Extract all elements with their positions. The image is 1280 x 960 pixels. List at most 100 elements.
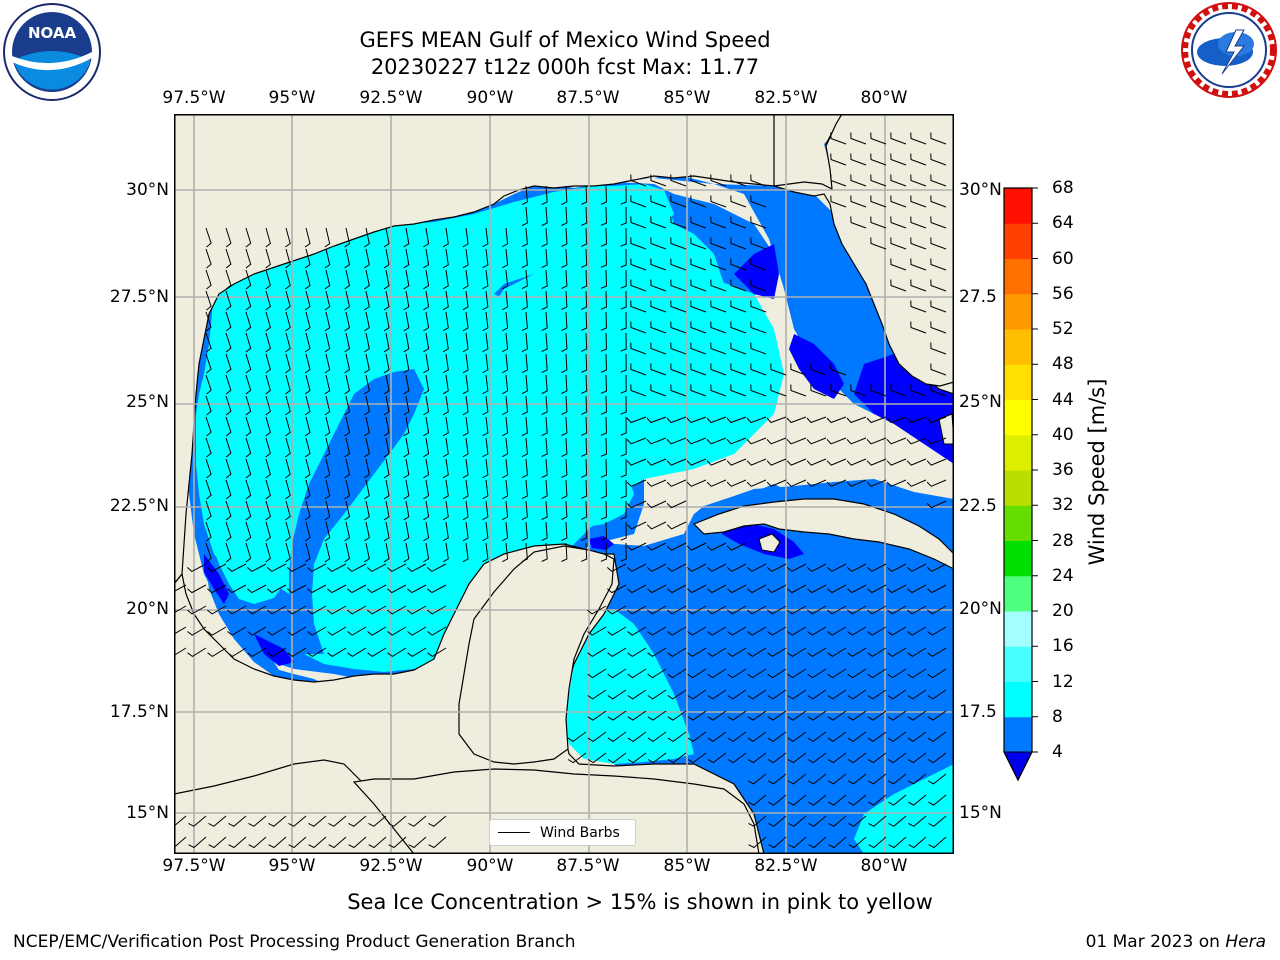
wind-barb — [423, 311, 430, 332]
wind-barb — [226, 563, 247, 573]
wind-barb — [383, 248, 390, 269]
wind-barb — [442, 521, 449, 542]
wind-barb — [790, 384, 807, 397]
wind-barb — [847, 668, 867, 679]
wind-barb — [890, 384, 907, 397]
wind-barb — [326, 563, 347, 573]
wind-barb — [205, 458, 212, 479]
wind-barb — [482, 458, 489, 479]
wind-barb — [364, 500, 370, 521]
wind-barb — [787, 668, 807, 679]
wind-barb — [600, 437, 608, 457]
wind-barb — [364, 458, 370, 479]
colorbar-tick-label: 32 — [1052, 495, 1074, 516]
wind-barb — [866, 479, 887, 487]
wind-barb — [541, 521, 548, 541]
lon-tick-bottom: 85°W — [663, 856, 711, 876]
wind-barb — [686, 563, 707, 573]
wind-barb — [770, 363, 787, 376]
wind-barb — [830, 384, 847, 397]
wind-barb — [225, 374, 232, 395]
wind-barb — [750, 195, 767, 208]
wind-barb — [850, 384, 867, 397]
wind-barb — [847, 710, 867, 721]
wind-barb — [521, 479, 528, 500]
wind-barb — [907, 710, 927, 721]
map-title: GEFS MEAN Gulf of Mexico Wind Speed — [359, 28, 771, 52]
wind-barb — [910, 132, 927, 145]
wind-barb — [245, 479, 252, 500]
wind-barb — [690, 195, 707, 208]
wind-barb — [620, 395, 627, 415]
wind-barb — [367, 605, 387, 615]
wind-barb — [850, 195, 867, 208]
wind-barb — [727, 752, 747, 764]
wind-barb — [225, 290, 232, 311]
wind-barb — [626, 458, 647, 466]
wind-barb — [174, 605, 187, 614]
wind-barb — [581, 269, 588, 289]
wind-barb — [225, 332, 232, 353]
wind-barb — [227, 626, 247, 636]
wind-barb — [205, 500, 212, 521]
wind-barb — [344, 248, 351, 269]
wind-barb — [287, 647, 307, 658]
wind-barb — [850, 216, 867, 229]
wind-barb — [521, 290, 528, 311]
wind-barb — [462, 458, 469, 479]
wind-barb — [245, 374, 252, 395]
lat-tick-left: 20°N — [126, 599, 169, 619]
wind-barb — [690, 258, 707, 271]
wind-barb — [364, 437, 370, 458]
wind-barb — [600, 269, 608, 289]
wind-barb — [561, 290, 568, 310]
wind-barb — [907, 773, 927, 785]
wind-barb — [710, 279, 727, 292]
wind-barb — [727, 584, 747, 594]
wind-barb — [364, 290, 370, 311]
wind-barb — [364, 374, 370, 395]
wind-barb — [766, 479, 787, 487]
wind-darkblue-bigbend — [734, 244, 779, 299]
colorbar-tick-label: 28 — [1052, 530, 1074, 551]
wind-barb — [407, 626, 427, 636]
wind-barb — [344, 290, 351, 311]
land-central-america — [352, 768, 760, 854]
wind-barb — [427, 647, 447, 658]
wind-barb — [607, 605, 627, 615]
wind-barb — [767, 626, 787, 636]
wind-barb — [344, 227, 351, 248]
wind-barb — [910, 174, 927, 187]
wind-barb — [826, 416, 847, 424]
wind-barb — [587, 626, 607, 636]
wind-barb — [710, 342, 727, 355]
wind-barb — [387, 584, 407, 594]
wind-barb — [347, 626, 367, 636]
wind-barb — [403, 269, 410, 290]
wind-barb — [907, 668, 927, 679]
wind-barb — [750, 279, 767, 292]
wind-barb — [383, 227, 390, 248]
wind-barb — [600, 500, 608, 520]
wind-barb — [906, 458, 927, 466]
wind-barb — [627, 752, 647, 764]
wind-barb — [383, 458, 390, 479]
colorbar-bin — [1004, 293, 1032, 330]
wind-barb — [247, 584, 267, 594]
wind-barb — [502, 479, 509, 500]
wind-barb — [442, 227, 449, 248]
wind-barb — [403, 500, 410, 521]
wind-barb — [847, 626, 867, 636]
wind-barb — [285, 437, 291, 458]
wind-barb — [787, 626, 807, 636]
wind-barb — [482, 374, 489, 395]
colorbar-tick-label: 20 — [1052, 601, 1074, 621]
wind-barb — [690, 342, 707, 355]
wind-barb — [626, 437, 647, 445]
wind-barb — [600, 521, 608, 541]
wind-barb — [225, 395, 232, 416]
map-panel — [174, 114, 954, 854]
wind-barb — [364, 521, 370, 542]
wind-barb — [710, 300, 727, 313]
wind-barb — [727, 668, 747, 679]
